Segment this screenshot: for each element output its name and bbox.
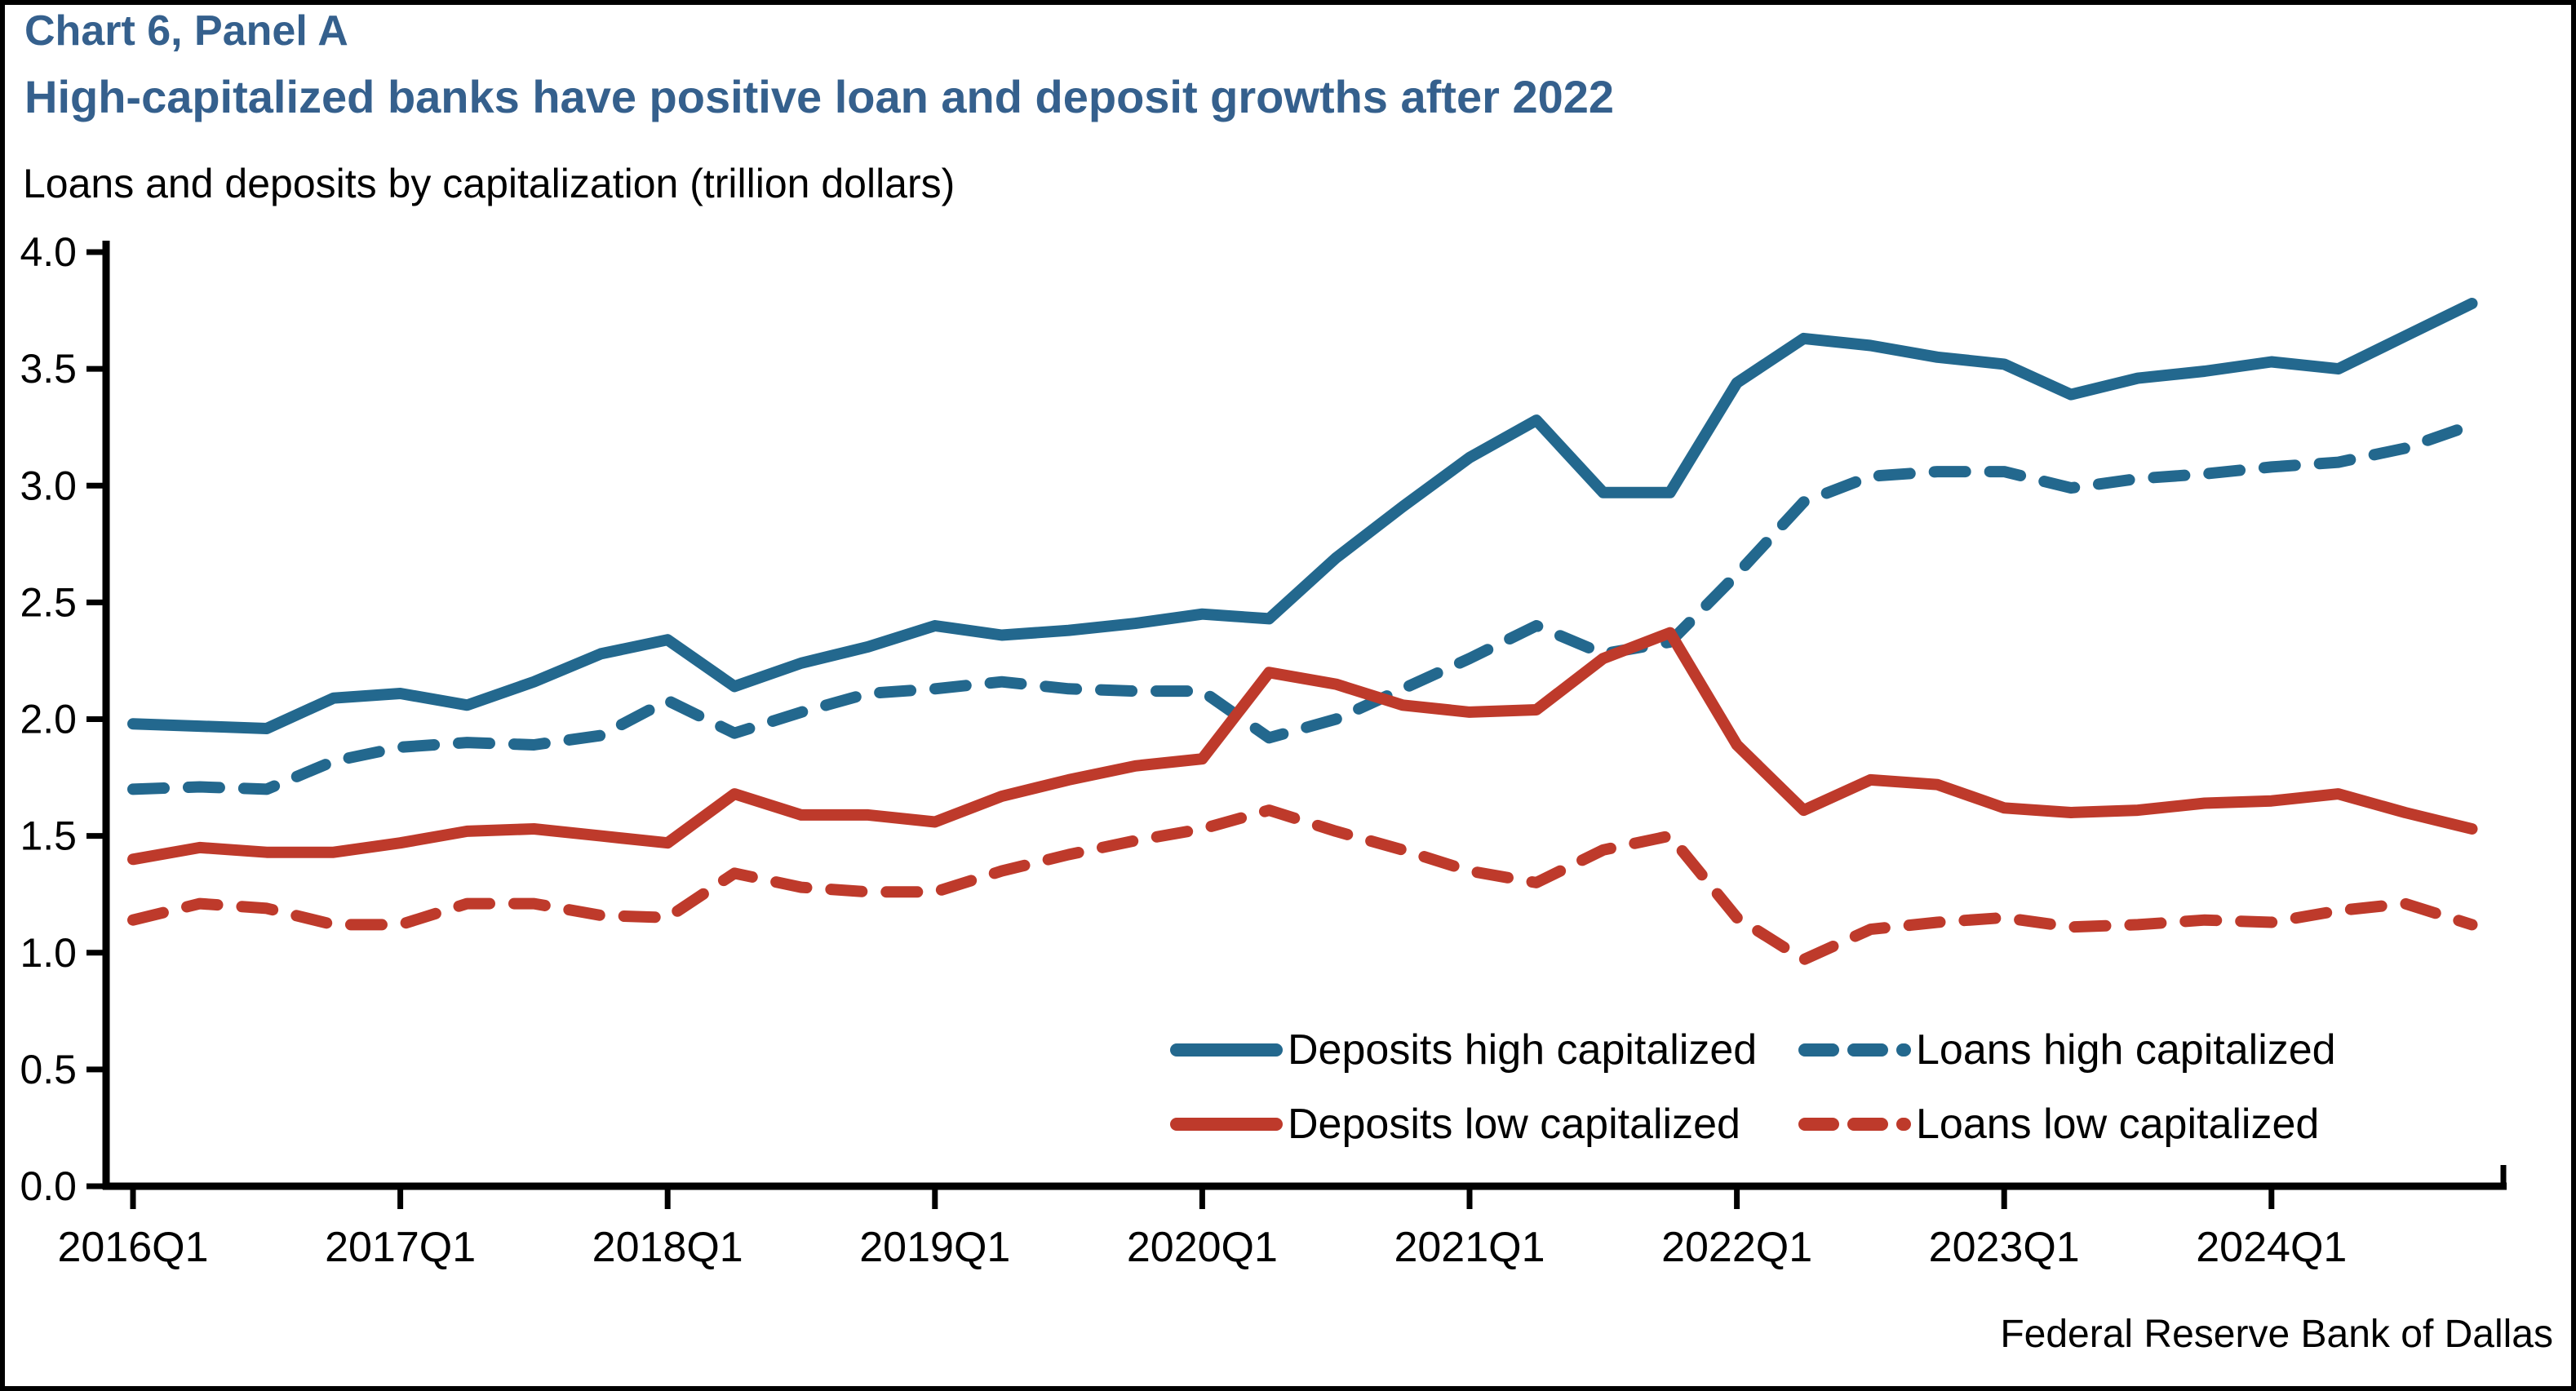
x-axis-tick-label: 2016Q1	[57, 1224, 208, 1271]
panel-label: Chart 6, Panel A	[24, 7, 348, 55]
legend-label: Loans low capitalized	[1916, 1101, 2319, 1148]
x-axis-tick-label: 2017Q1	[325, 1224, 476, 1271]
x-axis-tick-label: 2023Q1	[1929, 1224, 2080, 1271]
y-axis-tick-label: 3.5	[20, 346, 77, 392]
y-axis-tick-label: 1.0	[20, 930, 77, 976]
y-axis-tick-label: 1.5	[20, 813, 77, 859]
series-line-loans-low-capitalized	[127, 804, 2478, 966]
x-axis-tick-label: 2022Q1	[1661, 1224, 1812, 1271]
y-axis-tick-label: 0.0	[20, 1163, 77, 1209]
y-axis-tick-label: 2.5	[20, 579, 77, 625]
series-line-deposits-high-capitalized	[127, 298, 2478, 734]
y-axis-tick-label: 4.0	[20, 229, 77, 275]
y-axis-tick-label: 3.0	[20, 463, 77, 508]
x-axis-tick-label: 2018Q1	[592, 1224, 743, 1271]
source-attribution: Federal Reserve Bank of Dallas	[2000, 1313, 2553, 1356]
x-axis-tick-label: 2020Q1	[1127, 1224, 1278, 1271]
x-axis-tick-label: 2024Q1	[2196, 1224, 2347, 1271]
x-axis-tick-label: 2019Q1	[859, 1224, 1010, 1271]
x-axis-tick-label: 2021Q1	[1394, 1224, 1545, 1271]
legend-label: Deposits high capitalized	[1288, 1026, 1757, 1074]
legend-label: Loans high capitalized	[1916, 1026, 2336, 1074]
series-line-deposits-low-capitalized	[127, 627, 2478, 866]
y-axis-tick-label: 2.0	[20, 697, 77, 742]
legend-label: Deposits low capitalized	[1288, 1101, 1740, 1148]
y-axis-tick-label: 0.5	[20, 1047, 77, 1092]
chart-subtitle: Loans and deposits by capitalization (tr…	[23, 161, 955, 206]
chart-title: High-capitalized banks have positive loa…	[24, 71, 1615, 122]
series-line-loans-high-capitalized	[127, 419, 2478, 795]
